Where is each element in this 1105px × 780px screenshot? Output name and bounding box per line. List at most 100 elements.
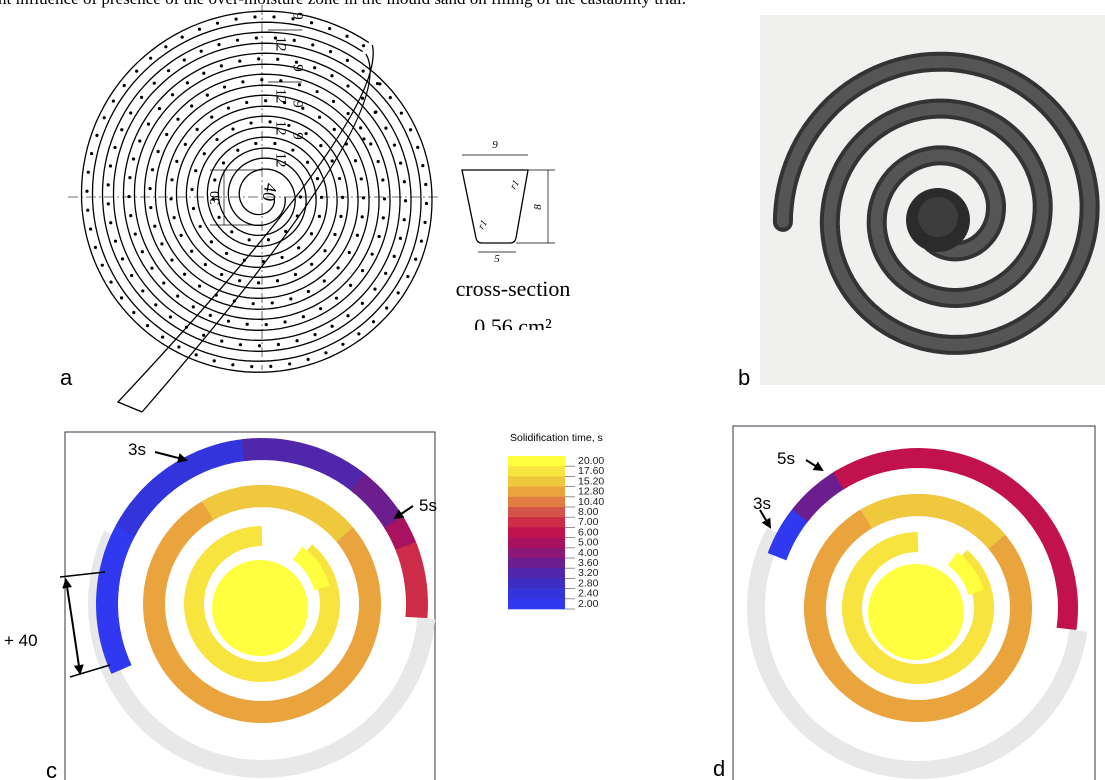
vent-dot	[384, 127, 387, 130]
vent-dot	[373, 287, 376, 290]
vent-dot	[423, 221, 426, 224]
vent-dot	[269, 365, 272, 368]
vent-dot	[297, 246, 300, 249]
vent-dot	[230, 230, 233, 233]
vent-dot	[335, 297, 338, 300]
vent-dot	[173, 216, 176, 219]
vent-dot	[103, 116, 106, 119]
annotation: + 40	[4, 631, 38, 650]
vent-dot	[264, 99, 267, 102]
vent-dot	[295, 339, 298, 342]
vent-dot	[165, 133, 168, 136]
vent-dot	[148, 187, 151, 190]
vent-dot	[149, 57, 152, 60]
vent-dot	[130, 274, 133, 277]
filled-channel	[208, 496, 345, 535]
vent-dot	[169, 315, 172, 318]
annotation: 3s	[753, 494, 771, 513]
vent-dot	[260, 78, 263, 81]
vent-dot	[204, 263, 207, 266]
vent-dot	[414, 258, 417, 261]
vent-dot	[403, 180, 406, 183]
spiral-edge	[93, 22, 422, 361]
vent-dot	[231, 127, 234, 130]
vent-dot	[246, 323, 249, 326]
vent-dot	[107, 202, 110, 205]
figure: nt influence of presence of the over-moi…	[0, 0, 1105, 780]
vent-dot	[331, 159, 334, 162]
vent-dot	[135, 70, 138, 73]
vent-dot	[177, 345, 180, 348]
vent-dot	[346, 314, 349, 317]
vent-dot	[341, 343, 344, 346]
vent-dot	[310, 263, 313, 266]
vent-dot	[220, 340, 223, 343]
vent-dot	[203, 152, 206, 155]
vent-dot	[200, 50, 203, 53]
vent-dot	[181, 36, 184, 39]
vent-dot	[194, 169, 197, 172]
vent-dot	[404, 199, 407, 202]
panel-label: d	[713, 756, 725, 780]
vent-dot	[190, 104, 193, 107]
vent-dot	[134, 232, 137, 235]
vent-dot	[400, 111, 403, 114]
vent-dot	[176, 118, 179, 121]
vent-dot	[319, 144, 322, 147]
colorbar-swatch	[508, 578, 565, 589]
vent-dot	[310, 232, 313, 235]
vent-dot	[310, 21, 313, 24]
vent-dot	[89, 227, 92, 230]
annotation: 3s	[128, 440, 146, 459]
vent-dot	[377, 160, 380, 163]
vent-dot	[94, 246, 97, 249]
vent-dot	[149, 206, 152, 209]
vent-dot	[254, 142, 257, 145]
colorbar-title: Solidification time, s	[510, 432, 603, 444]
annotation-arrow	[155, 452, 186, 460]
dimension-label: 30	[208, 191, 223, 205]
vent-dot	[399, 162, 402, 165]
vent-dot	[393, 144, 396, 147]
caption: nt influence of presence of the over-moi…	[0, 0, 686, 8]
vent-dot	[250, 365, 253, 368]
vent-dot	[249, 121, 252, 124]
spiral-tail	[118, 45, 373, 412]
vent-dot	[109, 280, 112, 283]
dimension-label: 12	[273, 153, 289, 168]
vent-dot	[265, 323, 268, 326]
vent-dot	[323, 279, 326, 282]
vent-dot	[157, 150, 160, 153]
vent-dot	[238, 279, 241, 282]
vent-dot	[316, 90, 319, 93]
vent-dot	[307, 290, 310, 293]
vent-dot	[215, 138, 218, 141]
vent-dot	[107, 183, 110, 186]
vent-dot	[378, 235, 381, 238]
vent-dot	[385, 306, 388, 309]
vent-dot	[354, 159, 357, 162]
vent-dot	[361, 215, 364, 218]
vent-dot	[271, 301, 274, 304]
vent-dot	[255, 36, 258, 39]
colorbar-swatch	[508, 568, 565, 579]
vent-dot	[356, 234, 359, 237]
vent-dot	[85, 190, 88, 193]
vent-dot	[167, 69, 170, 72]
vent-dot	[147, 122, 150, 125]
panel-label: c	[46, 758, 57, 780]
vent-dot	[176, 294, 179, 297]
vent-dot	[316, 177, 319, 180]
colorbar-swatch	[508, 558, 565, 569]
vent-dot	[123, 84, 126, 87]
vent-dot	[424, 183, 427, 186]
vent-dot	[186, 81, 189, 84]
vent-dot	[348, 251, 351, 254]
vent-dot	[328, 27, 331, 30]
vent-dot	[421, 164, 424, 167]
vent-dot	[345, 35, 348, 38]
vent-dot	[114, 240, 117, 243]
dimension-label: 9	[290, 12, 306, 20]
colorbar-swatch	[508, 599, 565, 610]
vent-dot	[90, 152, 93, 155]
